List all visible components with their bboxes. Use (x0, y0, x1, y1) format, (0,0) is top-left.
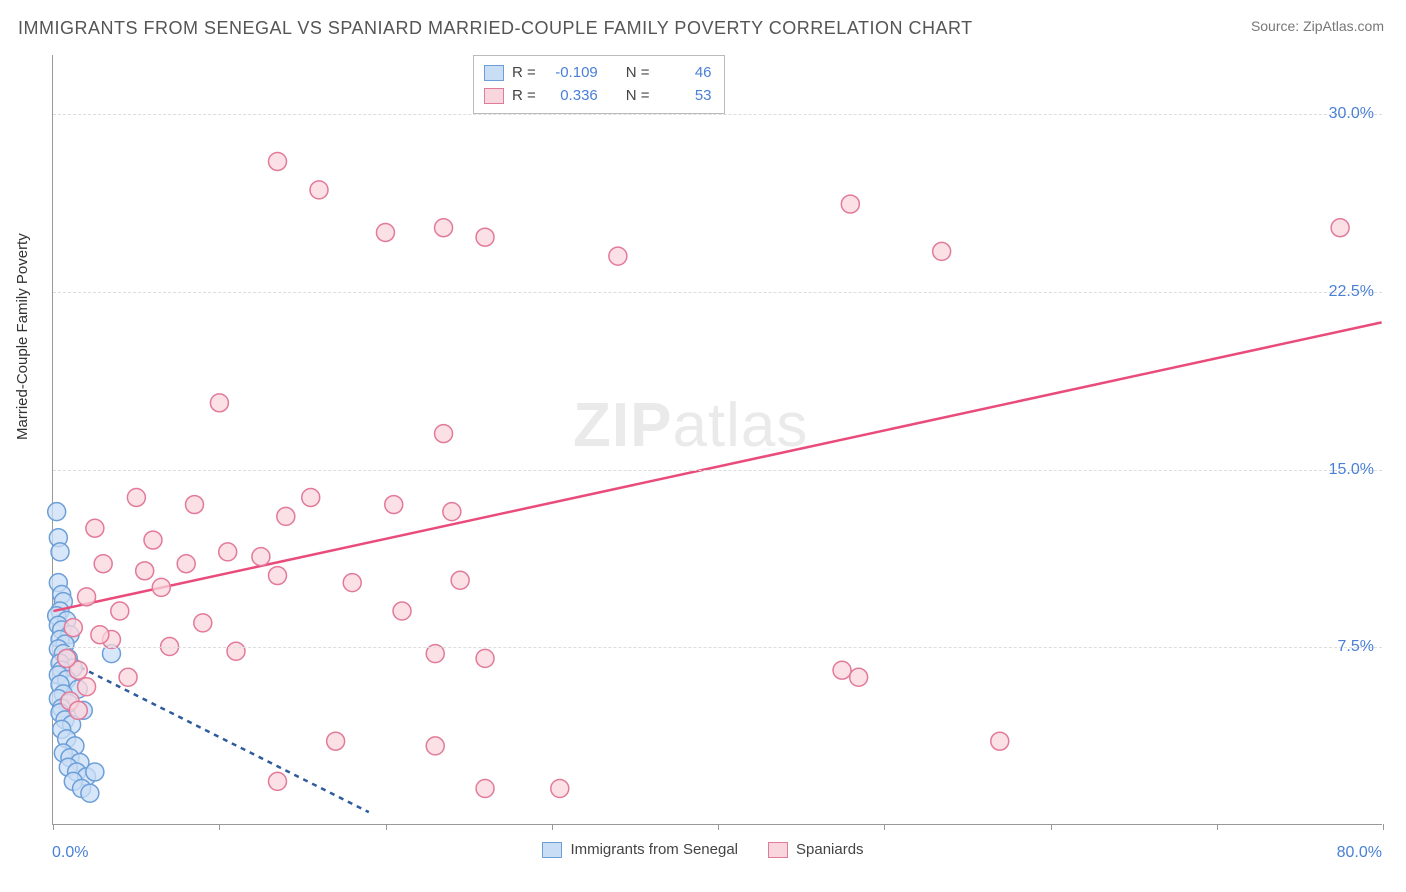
data-point (48, 503, 66, 521)
data-point (136, 562, 154, 580)
data-point (850, 668, 868, 686)
data-point (841, 195, 859, 213)
y-tick-label: 7.5% (1338, 638, 1374, 656)
gridline (53, 470, 1382, 471)
data-point (269, 772, 287, 790)
data-point (227, 642, 245, 660)
data-point (302, 488, 320, 506)
plot-area: ZIPatlas R = -0.109 N = 46 R = 0.336 N =… (52, 55, 1382, 825)
data-point (435, 219, 453, 237)
data-point (551, 780, 569, 798)
legend-swatch-series2 (768, 842, 788, 858)
scatter-plot-svg (53, 55, 1382, 824)
data-point (476, 649, 494, 667)
legend-label-series2: Spaniards (796, 841, 864, 858)
data-point (393, 602, 411, 620)
data-point (933, 242, 951, 260)
source-attribution: Source: ZipAtlas.com (1251, 18, 1384, 34)
legend-item-series2: Spaniards (768, 841, 864, 858)
data-point (435, 425, 453, 443)
data-point (343, 574, 361, 592)
chart-container: IMMIGRANTS FROM SENEGAL VS SPANIARD MARR… (0, 0, 1406, 892)
y-axis-title: Married-Couple Family Poverty (14, 233, 31, 440)
x-tick (219, 824, 220, 830)
data-point (78, 588, 96, 606)
data-point (269, 152, 287, 170)
data-point (177, 555, 195, 573)
data-point (327, 732, 345, 750)
x-tick (552, 824, 553, 830)
data-point (119, 668, 137, 686)
chart-title: IMMIGRANTS FROM SENEGAL VS SPANIARD MARR… (18, 18, 973, 39)
y-tick-label: 22.5% (1329, 283, 1374, 301)
data-point (991, 732, 1009, 750)
data-point (451, 571, 469, 589)
x-tick (53, 824, 54, 830)
legend-label-series1: Immigrants from Senegal (570, 841, 738, 858)
data-point (194, 614, 212, 632)
data-point (144, 531, 162, 549)
data-point (609, 247, 627, 265)
data-point (69, 701, 87, 719)
data-point (443, 503, 461, 521)
data-point (277, 507, 295, 525)
data-point (94, 555, 112, 573)
x-tick (1217, 824, 1218, 830)
data-point (426, 737, 444, 755)
legend-item-series1: Immigrants from Senegal (542, 841, 738, 858)
x-tick (386, 824, 387, 830)
data-point (186, 496, 204, 514)
data-point (252, 548, 270, 566)
data-point (219, 543, 237, 561)
data-point (1331, 219, 1349, 237)
data-point (91, 626, 109, 644)
data-point (86, 519, 104, 537)
bottom-legend: Immigrants from Senegal Spaniards (0, 841, 1406, 858)
gridline (53, 647, 1382, 648)
regression-line (53, 322, 1381, 611)
x-tick (1051, 824, 1052, 830)
y-tick-label: 30.0% (1329, 105, 1374, 123)
x-tick (1383, 824, 1384, 830)
data-point (210, 394, 228, 412)
data-point (376, 223, 394, 241)
gridline (53, 114, 1382, 115)
regression-line (53, 654, 368, 813)
data-point (152, 578, 170, 596)
data-point (51, 543, 69, 561)
data-point (86, 763, 104, 781)
legend-swatch-series1 (542, 842, 562, 858)
data-point (310, 181, 328, 199)
y-tick-label: 15.0% (1329, 461, 1374, 479)
data-point (64, 619, 82, 637)
data-point (385, 496, 403, 514)
gridline (53, 292, 1382, 293)
data-point (476, 228, 494, 246)
data-point (81, 784, 99, 802)
data-point (476, 780, 494, 798)
data-point (78, 678, 96, 696)
data-point (111, 602, 129, 620)
data-point (269, 567, 287, 585)
x-tick (884, 824, 885, 830)
x-tick (718, 824, 719, 830)
data-point (833, 661, 851, 679)
data-point (127, 488, 145, 506)
data-point (58, 649, 76, 667)
